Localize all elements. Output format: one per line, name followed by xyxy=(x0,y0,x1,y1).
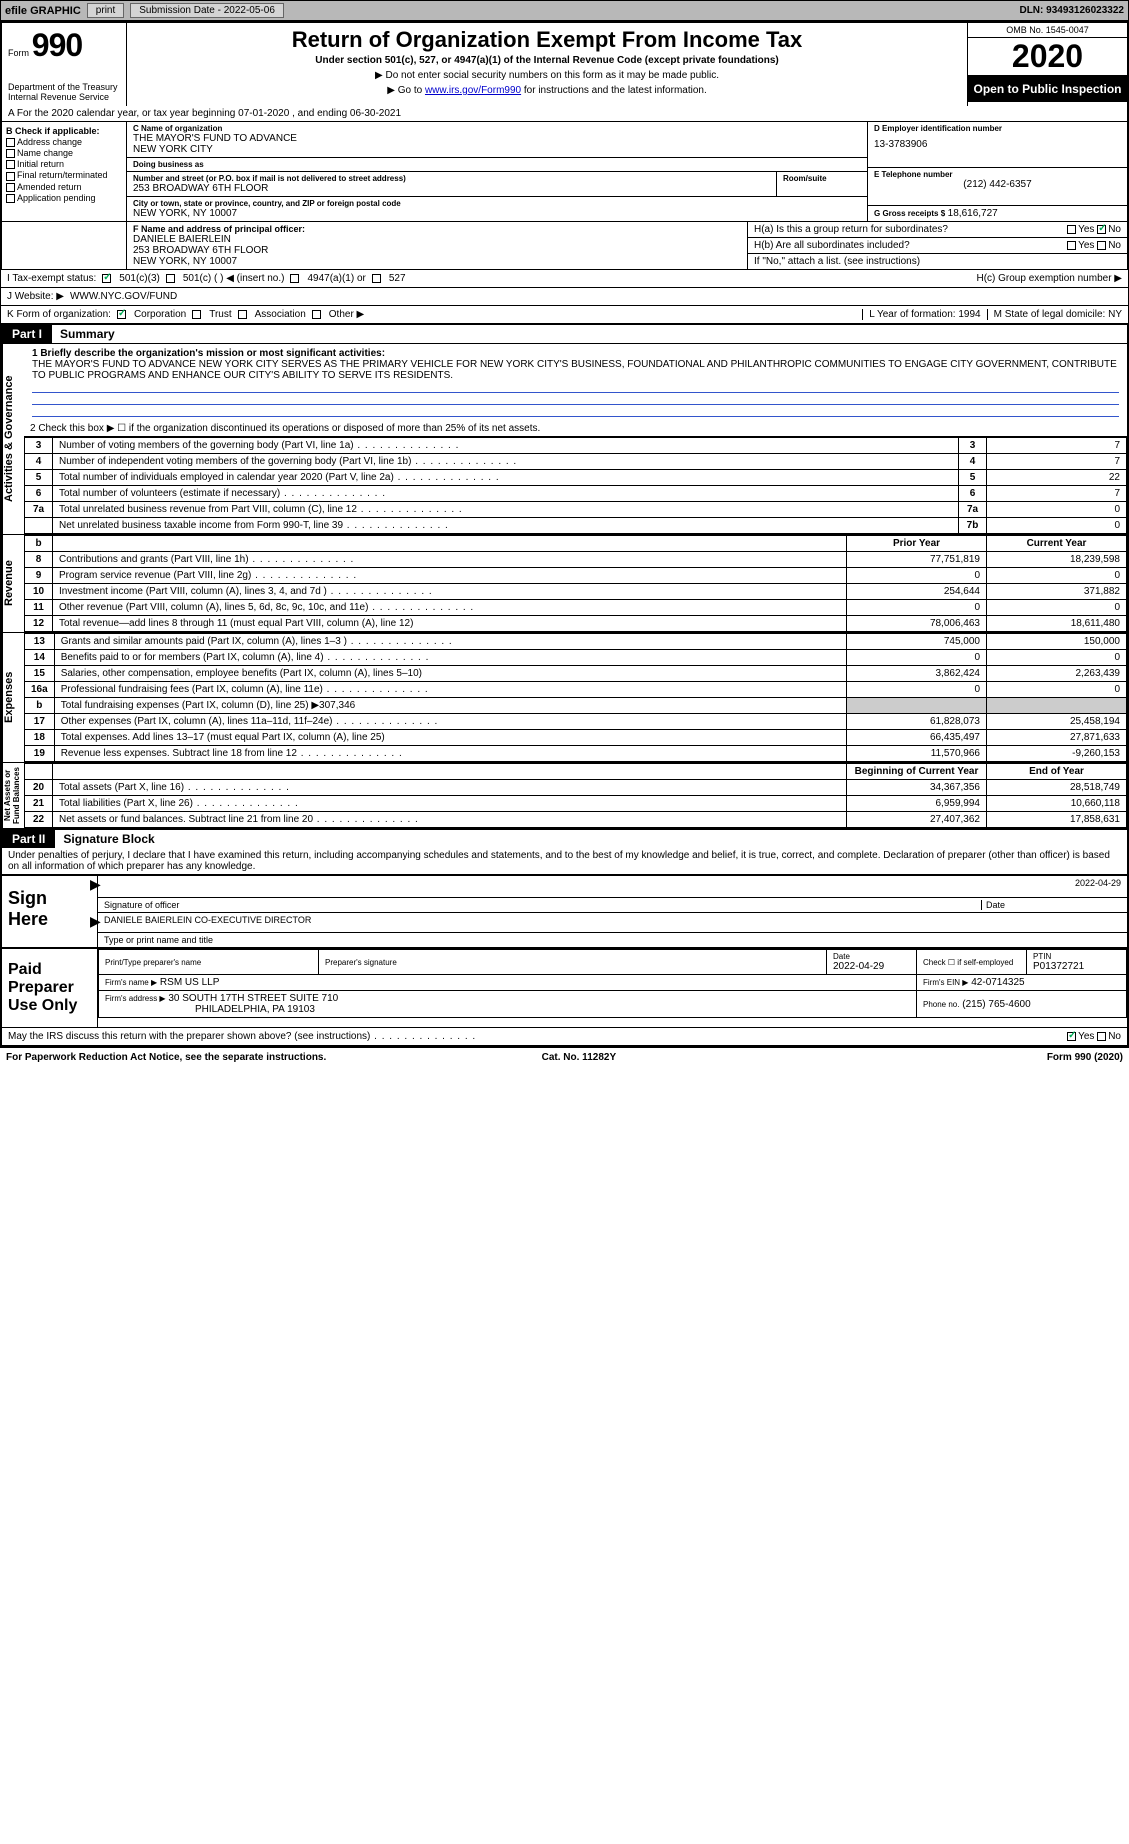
chk-501c[interactable] xyxy=(166,274,175,283)
line-a: A For the 2020 calendar year, or tax yea… xyxy=(0,106,1129,122)
vtab-governance: Activities & Governance xyxy=(2,344,24,534)
sign-here-block: Sign Here ▶ 2022-04-29 Signature of offi… xyxy=(0,875,1129,949)
tax-year: 2020 xyxy=(968,38,1127,76)
efile-label: efile GRAPHIC xyxy=(5,5,81,17)
discuss-no[interactable] xyxy=(1097,1032,1106,1041)
discuss-row: May the IRS discuss this return with the… xyxy=(2,1027,1127,1045)
principal-officer: F Name and address of principal officer:… xyxy=(127,222,747,269)
chk-4947[interactable] xyxy=(290,274,299,283)
website: WWW.NYC.GOV/FUND xyxy=(70,291,177,302)
chk-corp[interactable] xyxy=(117,310,126,319)
row-k: K Form of organization: Corporation Trus… xyxy=(0,306,1129,325)
firm-phone: (215) 765-4600 xyxy=(962,999,1030,1010)
note-ssn: ▶ Do not enter social security numbers o… xyxy=(135,70,959,81)
form-number: 990 xyxy=(32,27,82,63)
col-deg: D Employer identification number 13-3783… xyxy=(867,122,1127,221)
title-box: Return of Organization Exempt From Incom… xyxy=(127,23,967,106)
year-formation: 1994 xyxy=(958,309,980,320)
vtab-netassets: Net Assets or Fund Balances xyxy=(2,763,24,828)
paid-preparer-label: Paid Preparer Use Only xyxy=(2,949,97,1027)
revenue-table: bPrior YearCurrent Year 8Contributions a… xyxy=(24,535,1127,632)
fh-row: F Name and address of principal officer:… xyxy=(0,222,1129,270)
discuss-yes[interactable] xyxy=(1067,1032,1076,1041)
chk-name[interactable]: Name change xyxy=(6,148,122,158)
omb-number: OMB No. 1545-0047 xyxy=(968,23,1127,38)
sign-here-label: Sign Here xyxy=(2,876,97,947)
form-number-box: Form 990 Department of the Treasury Inte… xyxy=(2,23,127,106)
mission-block: 1 Briefly describe the organization's mi… xyxy=(24,344,1127,421)
ein: 13-3783906 xyxy=(874,139,1121,150)
phone: (212) 442-6357 xyxy=(874,179,1121,190)
netassets-section: Net Assets or Fund Balances Beginning of… xyxy=(0,763,1129,830)
chk-pending[interactable]: Application pending xyxy=(6,193,122,203)
chk-assoc[interactable] xyxy=(238,310,247,319)
sign-date: 2022-04-29 xyxy=(1075,878,1121,888)
note-link: ▶ Go to www.irs.gov/Form990 for instruct… xyxy=(135,85,959,96)
row-i: I Tax-exempt status: 501(c)(3) 501(c) ( … xyxy=(0,270,1129,288)
identity-grid: B Check if applicable: Address change Na… xyxy=(0,122,1129,222)
org-name: THE MAYOR'S FUND TO ADVANCE NEW YORK CIT… xyxy=(133,133,861,155)
expenses-table: 13Grants and similar amounts paid (Part … xyxy=(24,633,1127,762)
vtab-revenue: Revenue xyxy=(2,535,24,632)
chk-other[interactable] xyxy=(312,310,321,319)
form-title: Return of Organization Exempt From Incom… xyxy=(135,27,959,53)
part2-bar: Part II Signature Block xyxy=(0,830,1129,848)
open-public-badge: Open to Public Inspection xyxy=(968,76,1127,102)
firm-ein: 42-0714325 xyxy=(971,977,1024,988)
form-subtitle: Under section 501(c), 527, or 4947(a)(1)… xyxy=(135,55,959,66)
expenses-section: Expenses 13Grants and similar amounts pa… xyxy=(0,633,1129,763)
gross-receipts: 18,616,727 xyxy=(948,208,998,219)
chk-initial[interactable]: Initial return xyxy=(6,159,122,169)
street: 253 BROADWAY 6TH FLOOR xyxy=(133,183,770,194)
page-footer: For Paperwork Reduction Act Notice, see … xyxy=(0,1047,1129,1067)
chk-address[interactable]: Address change xyxy=(6,137,122,147)
chk-trust[interactable] xyxy=(192,310,201,319)
vtab-expenses: Expenses xyxy=(2,633,24,762)
chk-final[interactable]: Final return/terminated xyxy=(6,170,122,180)
netassets-table: Beginning of Current YearEnd of Year 20T… xyxy=(24,763,1127,828)
governance-table: 3Number of voting members of the governi… xyxy=(24,437,1127,534)
col-b-checkboxes: B Check if applicable: Address change Na… xyxy=(2,122,127,221)
mission-text: THE MAYOR'S FUND TO ADVANCE NEW YORK CIT… xyxy=(32,359,1119,381)
penalties-text: Under penalties of perjury, I declare th… xyxy=(0,848,1129,875)
chk-501c3[interactable] xyxy=(102,274,111,283)
print-button[interactable]: print xyxy=(87,3,124,18)
year-box: OMB No. 1545-0047 2020 Open to Public In… xyxy=(967,23,1127,106)
chk-amended[interactable]: Amended return xyxy=(6,182,122,192)
chk-527[interactable] xyxy=(372,274,381,283)
firm-addr1: 30 SOUTH 17TH STREET SUITE 710 xyxy=(168,993,338,1004)
governance-section: Activities & Governance 1 Briefly descri… xyxy=(0,344,1129,535)
submission-date-button[interactable]: Submission Date - 2022-05-06 xyxy=(130,3,284,18)
officer-name: DANIELE BAIERLEIN CO-EXECUTIVE DIRECTOR xyxy=(104,915,311,925)
line-2: 2 Check this box ▶ ☐ if the organization… xyxy=(24,421,1127,437)
part1-bar: Part I Summary xyxy=(0,325,1129,344)
revenue-section: Revenue bPrior YearCurrent Year 8Contrib… xyxy=(0,535,1129,633)
dept-label: Department of the Treasury Internal Reve… xyxy=(8,82,120,102)
col-c-fields: C Name of organization THE MAYOR'S FUND … xyxy=(127,122,867,221)
dln-label: DLN: 93493126023322 xyxy=(1019,5,1124,16)
irs-link[interactable]: www.irs.gov/Form990 xyxy=(425,85,521,96)
domicile: NY xyxy=(1108,309,1122,320)
row-j: J Website: ▶ WWW.NYC.GOV/FUND xyxy=(0,288,1129,306)
city: NEW YORK, NY 10007 xyxy=(133,208,861,219)
firm-name: RSM US LLP xyxy=(160,977,219,988)
paid-preparer-block: Paid Preparer Use Only Print/Type prepar… xyxy=(0,949,1129,1047)
firm-addr2: PHILADELPHIA, PA 19103 xyxy=(195,1004,315,1015)
form-header: Form 990 Department of the Treasury Inte… xyxy=(0,21,1129,106)
top-bar: efile GRAPHIC print Submission Date - 20… xyxy=(0,0,1129,21)
